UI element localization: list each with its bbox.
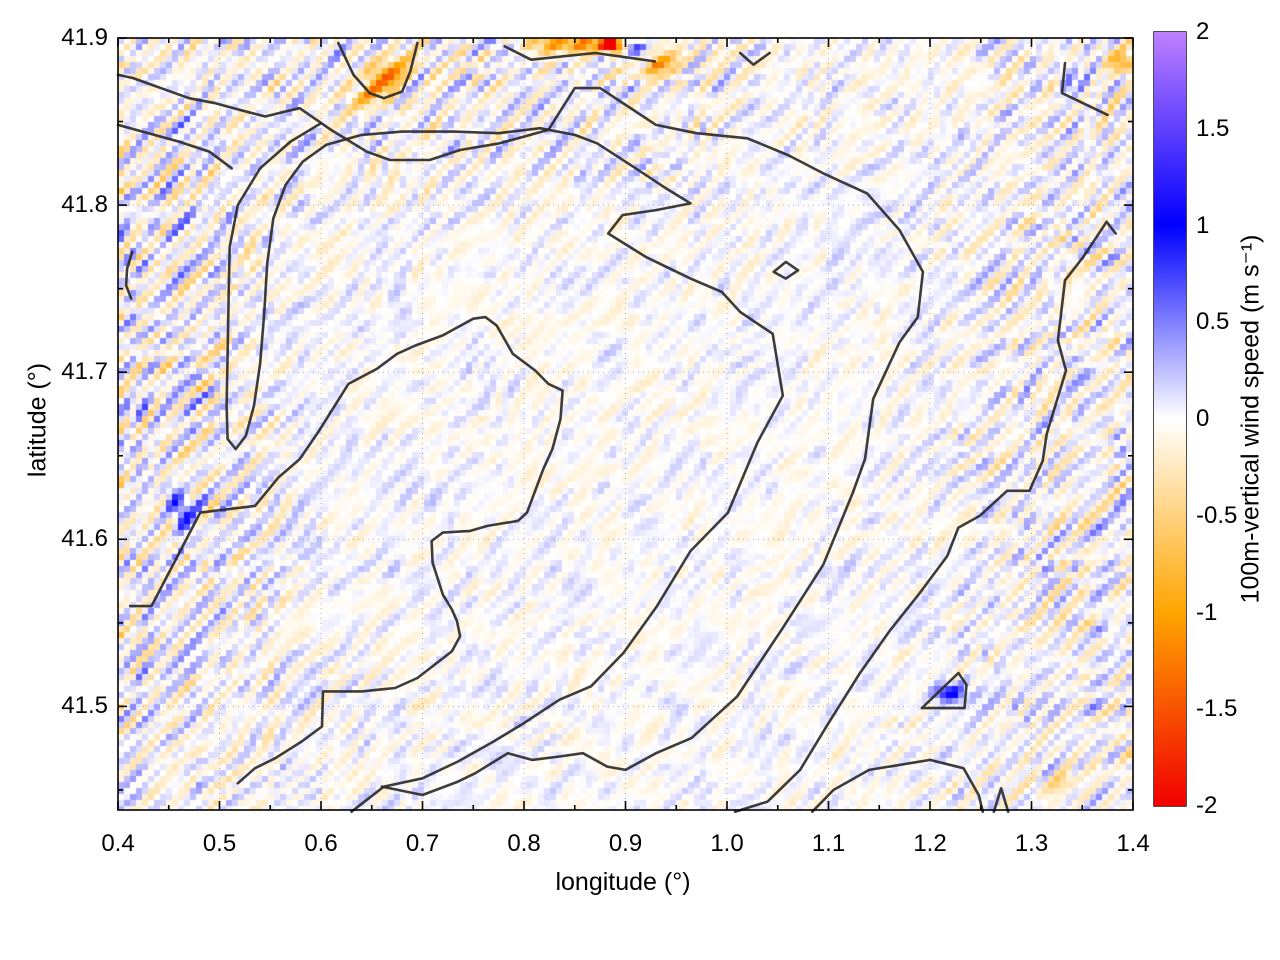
colorbar-title: 100m-vertical wind speed (m s⁻¹) bbox=[1236, 234, 1265, 604]
contour-line-right-snake bbox=[733, 220, 1117, 813]
contour-line-outer-ridge bbox=[116, 73, 925, 797]
colorbar-tick-label: -0.5 bbox=[1196, 501, 1238, 529]
contour-line-top-segment bbox=[503, 45, 657, 63]
y-tick-label: 41.6 bbox=[61, 525, 108, 553]
x-tick-label: 0.9 bbox=[608, 830, 643, 857]
x-tick-label: 0.8 bbox=[507, 830, 541, 857]
x-tick-label: 0.7 bbox=[405, 830, 440, 857]
colorbar-tick-label: 0.5 bbox=[1196, 308, 1230, 336]
contour-line-topright-check bbox=[1060, 61, 1109, 117]
x-tick-label: 0.6 bbox=[304, 830, 338, 857]
x-tick-label: 1.3 bbox=[1014, 830, 1049, 857]
colorbar-tick-label: 1 bbox=[1196, 211, 1210, 239]
colorbar-tick-label: -1 bbox=[1196, 598, 1218, 626]
x-tick-label: 0.4 bbox=[101, 830, 135, 857]
contour-line-top-v-hook bbox=[337, 41, 419, 100]
contour-line-left-edge-arc bbox=[124, 250, 134, 300]
y-tick-label: 41.7 bbox=[61, 358, 108, 386]
colorbar-tick-label: 2 bbox=[1196, 18, 1210, 45]
contour-line-left-edge-branch bbox=[116, 123, 233, 170]
colorbar-tick-label: -2 bbox=[1196, 792, 1218, 819]
contour-line-center-dome bbox=[128, 315, 564, 785]
contour-line-hairpin-inner-arc bbox=[225, 121, 785, 813]
y-tick-label: 41.9 bbox=[61, 24, 108, 51]
contour-line-small-flag bbox=[920, 671, 968, 710]
colorbar-gradient bbox=[1154, 32, 1186, 806]
y-tick-label: 41.5 bbox=[61, 692, 108, 720]
x-tick-label: 0.5 bbox=[202, 830, 237, 857]
colorbar-tick-label: -1.5 bbox=[1196, 695, 1238, 723]
x-tick-label: 1.1 bbox=[811, 830, 846, 857]
contour-line-bottom-tent bbox=[811, 758, 985, 813]
x-tick-label: 1.0 bbox=[710, 830, 744, 857]
y-tick-label: 41.8 bbox=[61, 191, 108, 219]
contour-line-tiny-diamond bbox=[772, 260, 800, 280]
colorbar-tick-label: 1.5 bbox=[1196, 114, 1230, 142]
x-tick-label: 1.2 bbox=[913, 830, 947, 857]
x-axis-title: longitude (°) bbox=[555, 868, 691, 896]
contour-line-bottom-caret bbox=[992, 787, 1010, 813]
y-axis-title: latitude (°) bbox=[23, 362, 52, 478]
contour-line-top-small-v bbox=[738, 51, 771, 66]
colorbar-tick-label: 0 bbox=[1196, 405, 1210, 432]
x-tick-label: 1.4 bbox=[1116, 830, 1150, 857]
